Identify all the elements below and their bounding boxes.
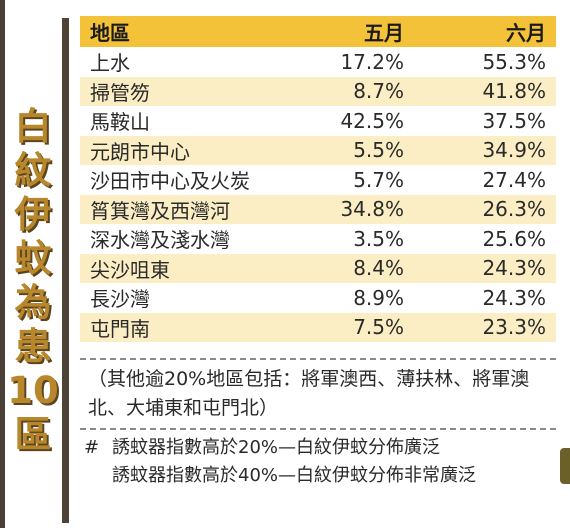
left-border bbox=[0, 0, 5, 528]
may-cell: 7.5% bbox=[353, 315, 404, 340]
june-cell: 34.9% bbox=[482, 138, 546, 163]
other-areas-note: （其他逾20%地區包括：將軍澳西、薄扶林、將軍澳北、大埔東和屯門北） bbox=[88, 368, 530, 419]
table-row: 元朗市中心 5.5% 34.9% bbox=[80, 135, 556, 165]
area-cell: 掃管笏 bbox=[90, 80, 150, 105]
title-char: 區 bbox=[14, 413, 52, 456]
area-cell: 尖沙咀東 bbox=[90, 257, 170, 282]
june-cell: 25.6% bbox=[482, 226, 546, 251]
title-char: 蚊 bbox=[14, 237, 52, 280]
may-cell: 3.5% bbox=[353, 226, 404, 251]
legend: # 誘蚊器指數高於20%—白紋伊蚊分佈廣泛 誘蚊器指數高於40%—白紋伊蚊分佈非常… bbox=[84, 434, 560, 490]
table-row: 筲箕灣及西灣河 34.8% 26.3% bbox=[80, 194, 556, 224]
title-char: 為 bbox=[14, 281, 52, 324]
hash-symbol: # bbox=[84, 437, 100, 458]
june-cell: 55.3% bbox=[482, 49, 546, 74]
dashed-divider bbox=[80, 428, 556, 430]
title-char: 紋 bbox=[14, 149, 52, 192]
june-cell: 24.3% bbox=[482, 256, 546, 281]
title-char: 患 bbox=[14, 325, 52, 368]
june-cell: 23.3% bbox=[482, 315, 546, 340]
area-cell: 沙田市中心及火炭 bbox=[90, 169, 250, 194]
june-cell: 26.3% bbox=[482, 197, 546, 222]
header-june: 六月 bbox=[506, 21, 546, 45]
header-area: 地區 bbox=[90, 21, 130, 45]
table-row: 屯門南 7.5% 23.3% bbox=[80, 312, 556, 342]
dashed-divider bbox=[80, 358, 556, 360]
june-cell: 27.4% bbox=[482, 167, 546, 192]
may-cell: 5.7% bbox=[353, 167, 404, 192]
may-cell: 42.5% bbox=[340, 108, 404, 133]
vertical-divider bbox=[62, 18, 69, 523]
legend-text-2: 誘蚊器指數高於40%—白紋伊蚊分佈非常廣泛 bbox=[112, 465, 477, 486]
area-cell: 元朗市中心 bbox=[90, 139, 190, 164]
header-may: 五月 bbox=[364, 21, 404, 45]
table-row: 掃管笏 8.7% 41.8% bbox=[80, 76, 556, 106]
legend-line-1: # 誘蚊器指數高於20%—白紋伊蚊分佈廣泛 bbox=[84, 434, 560, 462]
table-row: 長沙灣 8.9% 24.3% bbox=[80, 283, 556, 313]
table-header: 地區 五月 六月 bbox=[80, 16, 556, 47]
area-cell: 筲箕灣及西灣河 bbox=[90, 198, 230, 223]
june-cell: 41.8% bbox=[482, 79, 546, 104]
table-row: 尖沙咀東 8.4% 24.3% bbox=[80, 253, 556, 283]
area-cell: 上水 bbox=[90, 51, 130, 76]
title-char: 10 bbox=[7, 369, 59, 412]
may-cell: 17.2% bbox=[340, 49, 404, 74]
table-row: 沙田市中心及火炭 5.7% 27.4% bbox=[80, 165, 556, 195]
title-char: 伊 bbox=[14, 193, 52, 236]
table-row: 馬鞍山 42.5% 37.5% bbox=[80, 106, 556, 136]
area-cell: 屯門南 bbox=[90, 316, 150, 341]
may-cell: 8.4% bbox=[353, 256, 404, 281]
area-cell: 馬鞍山 bbox=[90, 110, 150, 135]
side-title: 白 紋 伊 蚊 為 患 10 區 bbox=[7, 105, 59, 457]
mosquito-index-table: 地區 五月 六月 上水 17.2% 55.3% 掃管笏 8.7% 41.8% 馬… bbox=[80, 16, 556, 342]
title-char: 白 bbox=[14, 105, 52, 148]
may-cell: 8.9% bbox=[353, 285, 404, 310]
legend-text-1: 誘蚊器指數高於20%—白紋伊蚊分佈廣泛 bbox=[112, 437, 441, 458]
june-cell: 24.3% bbox=[482, 285, 546, 310]
may-cell: 8.7% bbox=[353, 79, 404, 104]
may-cell: 5.5% bbox=[353, 138, 404, 163]
area-cell: 深水灣及淺水灣 bbox=[90, 228, 230, 253]
area-cell: 長沙灣 bbox=[90, 287, 150, 312]
table-row: 深水灣及淺水灣 3.5% 25.6% bbox=[80, 224, 556, 254]
may-cell: 34.8% bbox=[340, 197, 404, 222]
june-cell: 37.5% bbox=[482, 108, 546, 133]
right-edge-mark bbox=[560, 448, 570, 484]
table-row: 上水 17.2% 55.3% bbox=[80, 47, 556, 77]
